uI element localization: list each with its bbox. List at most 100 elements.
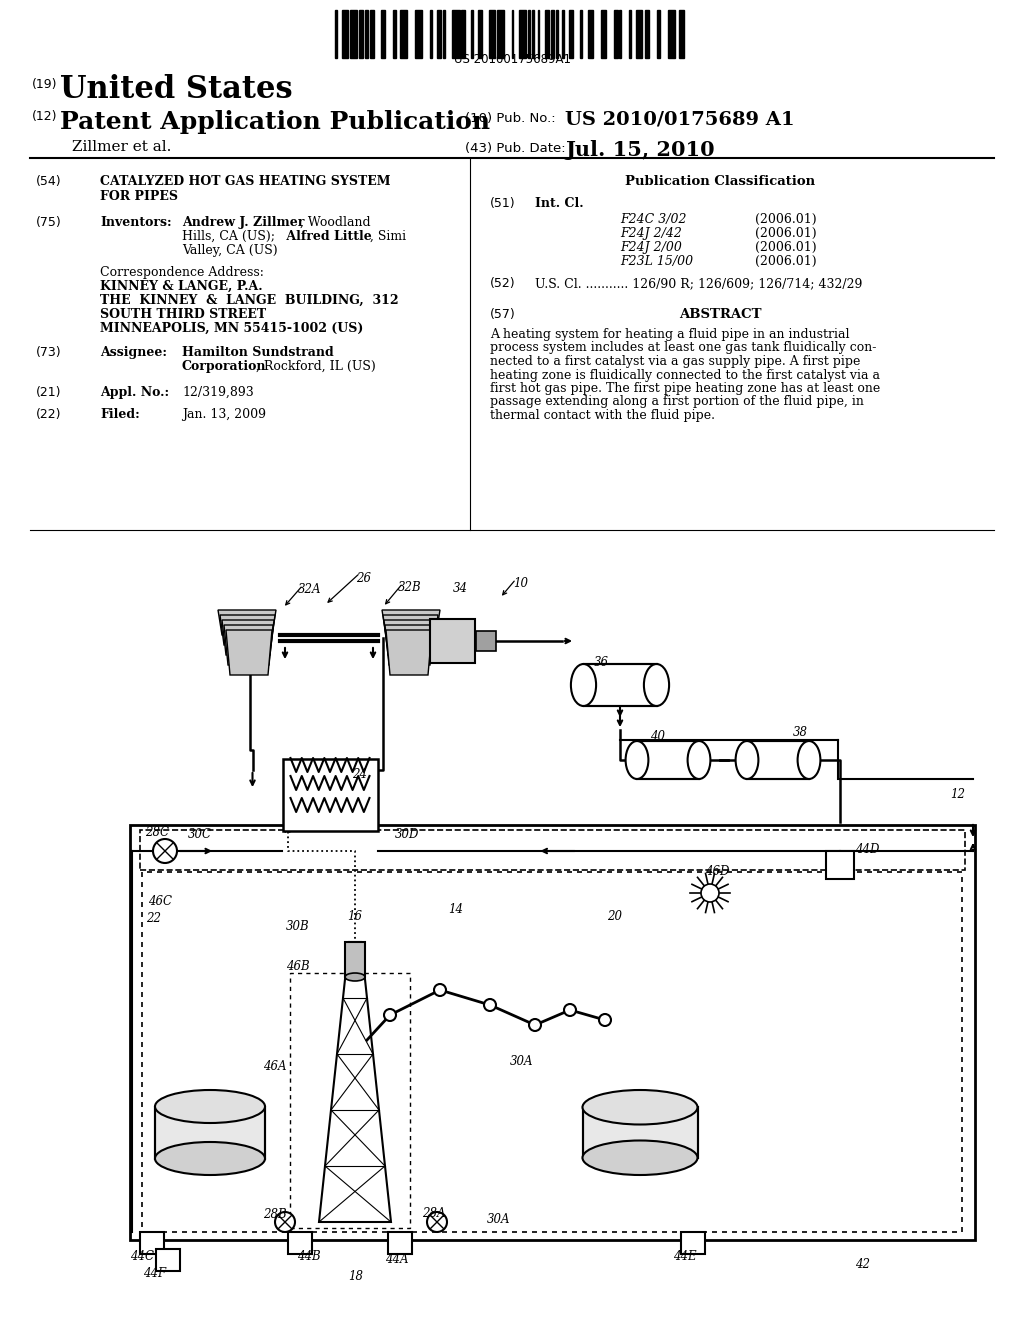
Text: 46C: 46C [148, 895, 172, 908]
Bar [290, 973, 410, 1228]
Text: 12/319,893: 12/319,893 [182, 385, 254, 399]
Bar [584, 664, 656, 706]
Text: THE  KINNEY  &  LANGE  BUILDING,  312: THE KINNEY & LANGE BUILDING, 312 [100, 294, 398, 308]
Bar [392, 11, 396, 58]
Text: Andrew J. Zillmer: Andrew J. Zillmer [182, 216, 304, 228]
Text: 30B: 30B [286, 920, 309, 933]
Polygon shape [220, 615, 275, 645]
Ellipse shape [583, 1140, 697, 1175]
Circle shape [701, 884, 719, 902]
Text: first hot gas pipe. The first pipe heating zone has at least one: first hot gas pipe. The first pipe heati… [490, 381, 881, 395]
Polygon shape [226, 630, 272, 675]
Circle shape [275, 1212, 295, 1232]
Bar [681, 1232, 705, 1254]
Text: 46A: 46A [263, 1060, 287, 1073]
Text: (2006.01): (2006.01) [755, 255, 816, 268]
Text: (19): (19) [32, 78, 57, 91]
Ellipse shape [626, 741, 648, 779]
Text: Inventors:: Inventors: [100, 216, 172, 228]
Text: 44B: 44B [297, 1250, 321, 1263]
Bar [471, 11, 472, 58]
Bar [288, 1232, 312, 1254]
Bar [140, 1232, 164, 1254]
Text: thermal contact with the fluid pipe.: thermal contact with the fluid pipe. [490, 409, 715, 422]
Text: F24J 2/42: F24J 2/42 [620, 227, 682, 240]
Bar [430, 619, 475, 663]
Circle shape [529, 1019, 541, 1031]
Polygon shape [382, 610, 440, 635]
Text: 28C: 28C [145, 826, 169, 840]
Bar [551, 11, 554, 58]
Text: 30C: 30C [188, 828, 212, 841]
Circle shape [427, 1212, 447, 1232]
Text: SOUTH THIRD STREET: SOUTH THIRD STREET [100, 308, 266, 321]
Text: Hamilton Sundstrand: Hamilton Sundstrand [182, 346, 334, 359]
Bar [497, 11, 504, 58]
Text: Zillmer et al.: Zillmer et al. [72, 140, 171, 154]
Text: F24C 3/02: F24C 3/02 [620, 213, 686, 226]
Text: 22: 22 [146, 912, 161, 925]
Bar [556, 11, 558, 58]
Bar [636, 11, 642, 58]
Text: (51): (51) [490, 197, 516, 210]
Bar [519, 11, 526, 58]
Text: Publication Classification: Publication Classification [625, 176, 815, 187]
Bar [581, 11, 583, 58]
Bar [562, 11, 563, 58]
Text: ABSTRACT: ABSTRACT [679, 308, 761, 321]
Bar [437, 11, 441, 58]
Polygon shape [384, 620, 436, 655]
Bar [140, 830, 965, 870]
Bar [335, 11, 337, 58]
Text: 46D: 46D [705, 865, 729, 878]
Ellipse shape [798, 741, 820, 779]
Bar [350, 11, 357, 58]
Bar [365, 11, 369, 58]
Bar [645, 11, 649, 58]
Bar [345, 942, 365, 977]
Text: Corporation: Corporation [182, 360, 266, 374]
Bar [415, 11, 422, 58]
Bar [601, 11, 606, 58]
Text: Jan. 13, 2009: Jan. 13, 2009 [182, 408, 266, 421]
Text: 26: 26 [356, 572, 371, 585]
Text: Patent Application Publication: Patent Application Publication [60, 110, 490, 135]
Text: (22): (22) [36, 408, 61, 421]
Text: heating zone is fluidically connected to the first catalyst via a: heating zone is fluidically connected to… [490, 368, 880, 381]
Text: 12: 12 [950, 788, 965, 801]
Ellipse shape [687, 741, 711, 779]
Text: 44E: 44E [673, 1250, 696, 1263]
Bar [637, 741, 699, 779]
Text: Assignee:: Assignee: [100, 346, 167, 359]
Text: 40: 40 [650, 730, 665, 743]
Text: 44F: 44F [143, 1267, 166, 1280]
Bar [462, 11, 465, 58]
Text: (54): (54) [36, 176, 61, 187]
Ellipse shape [583, 1090, 697, 1125]
Text: Alfred Little: Alfred Little [282, 230, 372, 243]
Text: MINNEAPOLIS, MN 55415-1002 (US): MINNEAPOLIS, MN 55415-1002 (US) [100, 322, 364, 335]
Text: Int. Cl.: Int. Cl. [535, 197, 584, 210]
Text: A heating system for heating a fluid pipe in an industrial: A heating system for heating a fluid pip… [490, 327, 850, 341]
Ellipse shape [735, 741, 759, 779]
Bar [342, 11, 348, 58]
Ellipse shape [571, 664, 596, 706]
Circle shape [434, 983, 446, 997]
Polygon shape [222, 620, 274, 655]
Text: (2006.01): (2006.01) [755, 242, 816, 253]
Text: 28A: 28A [422, 1206, 445, 1220]
Ellipse shape [155, 1142, 265, 1175]
Bar [155, 1106, 265, 1159]
Bar [583, 1107, 697, 1158]
Bar [442, 11, 444, 58]
Circle shape [564, 1005, 575, 1016]
Bar [476, 631, 496, 651]
Text: 32B: 32B [398, 581, 422, 594]
Text: 34: 34 [453, 582, 468, 595]
Bar [588, 11, 593, 58]
Ellipse shape [644, 664, 669, 706]
Text: Hills, CA (US);: Hills, CA (US); [182, 230, 275, 243]
Bar [382, 11, 385, 58]
Bar [142, 873, 962, 1232]
Text: 44D: 44D [855, 843, 880, 855]
